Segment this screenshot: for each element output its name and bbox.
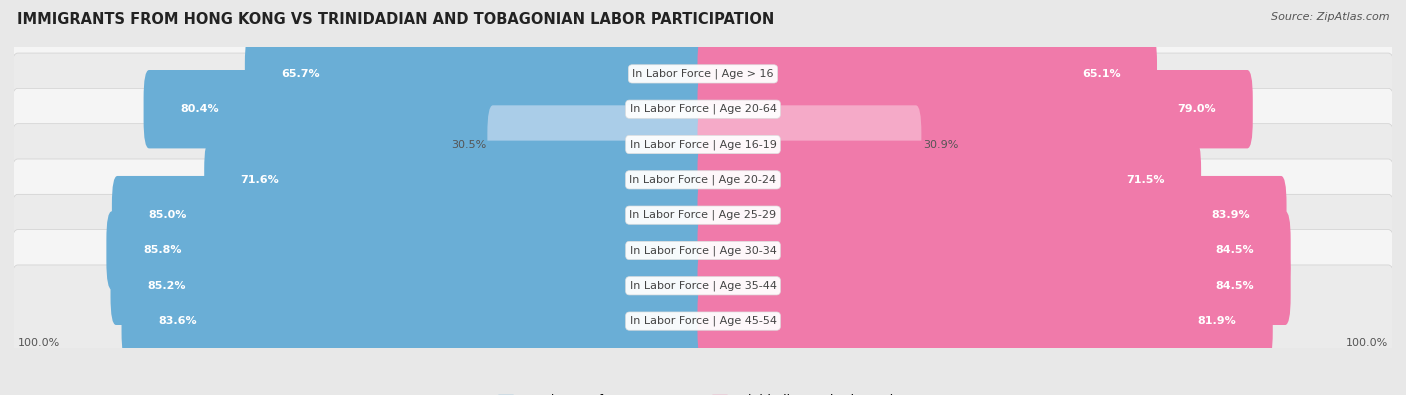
- Text: 85.8%: 85.8%: [143, 245, 181, 256]
- FancyBboxPatch shape: [697, 246, 1291, 325]
- Text: 84.5%: 84.5%: [1216, 245, 1254, 256]
- Text: In Labor Force | Age 35-44: In Labor Force | Age 35-44: [630, 280, 776, 291]
- FancyBboxPatch shape: [697, 141, 1201, 219]
- Text: 30.9%: 30.9%: [922, 139, 957, 150]
- Text: 80.4%: 80.4%: [180, 104, 219, 114]
- Text: In Labor Force | Age 45-54: In Labor Force | Age 45-54: [630, 316, 776, 326]
- Legend: Immigrants from Hong Kong, Trinidadian and Tobagonian: Immigrants from Hong Kong, Trinidadian a…: [498, 394, 908, 395]
- Text: 65.7%: 65.7%: [281, 69, 321, 79]
- Text: In Labor Force | Age > 16: In Labor Force | Age > 16: [633, 69, 773, 79]
- FancyBboxPatch shape: [697, 35, 1157, 113]
- Text: 85.2%: 85.2%: [148, 281, 186, 291]
- Text: 79.0%: 79.0%: [1178, 104, 1216, 114]
- Text: 65.1%: 65.1%: [1081, 69, 1121, 79]
- FancyBboxPatch shape: [204, 141, 709, 219]
- FancyBboxPatch shape: [10, 229, 1396, 342]
- Text: 84.5%: 84.5%: [1216, 281, 1254, 291]
- Text: 100.0%: 100.0%: [17, 338, 59, 348]
- FancyBboxPatch shape: [112, 176, 709, 254]
- FancyBboxPatch shape: [697, 282, 1272, 360]
- FancyBboxPatch shape: [111, 246, 709, 325]
- Text: In Labor Force | Age 20-64: In Labor Force | Age 20-64: [630, 104, 776, 115]
- FancyBboxPatch shape: [10, 18, 1396, 130]
- Text: 83.9%: 83.9%: [1212, 210, 1250, 220]
- Text: 71.6%: 71.6%: [240, 175, 280, 185]
- FancyBboxPatch shape: [10, 88, 1396, 201]
- FancyBboxPatch shape: [10, 159, 1396, 271]
- FancyBboxPatch shape: [10, 265, 1396, 377]
- FancyBboxPatch shape: [697, 211, 1291, 290]
- Text: 81.9%: 81.9%: [1198, 316, 1236, 326]
- FancyBboxPatch shape: [121, 282, 709, 360]
- FancyBboxPatch shape: [488, 105, 709, 184]
- FancyBboxPatch shape: [143, 70, 709, 149]
- FancyBboxPatch shape: [697, 105, 921, 184]
- FancyBboxPatch shape: [10, 194, 1396, 307]
- Text: In Labor Force | Age 30-34: In Labor Force | Age 30-34: [630, 245, 776, 256]
- Text: 30.5%: 30.5%: [451, 139, 486, 150]
- Text: 83.6%: 83.6%: [157, 316, 197, 326]
- Text: In Labor Force | Age 16-19: In Labor Force | Age 16-19: [630, 139, 776, 150]
- FancyBboxPatch shape: [107, 211, 709, 290]
- Text: In Labor Force | Age 25-29: In Labor Force | Age 25-29: [630, 210, 776, 220]
- FancyBboxPatch shape: [245, 35, 709, 113]
- Text: IMMIGRANTS FROM HONG KONG VS TRINIDADIAN AND TOBAGONIAN LABOR PARTICIPATION: IMMIGRANTS FROM HONG KONG VS TRINIDADIAN…: [17, 12, 775, 27]
- Text: Source: ZipAtlas.com: Source: ZipAtlas.com: [1271, 12, 1389, 22]
- Text: In Labor Force | Age 20-24: In Labor Force | Age 20-24: [630, 175, 776, 185]
- FancyBboxPatch shape: [10, 124, 1396, 236]
- FancyBboxPatch shape: [697, 176, 1286, 254]
- Text: 100.0%: 100.0%: [1347, 338, 1389, 348]
- FancyBboxPatch shape: [10, 53, 1396, 166]
- FancyBboxPatch shape: [697, 70, 1253, 149]
- Text: 71.5%: 71.5%: [1126, 175, 1164, 185]
- Text: 85.0%: 85.0%: [149, 210, 187, 220]
